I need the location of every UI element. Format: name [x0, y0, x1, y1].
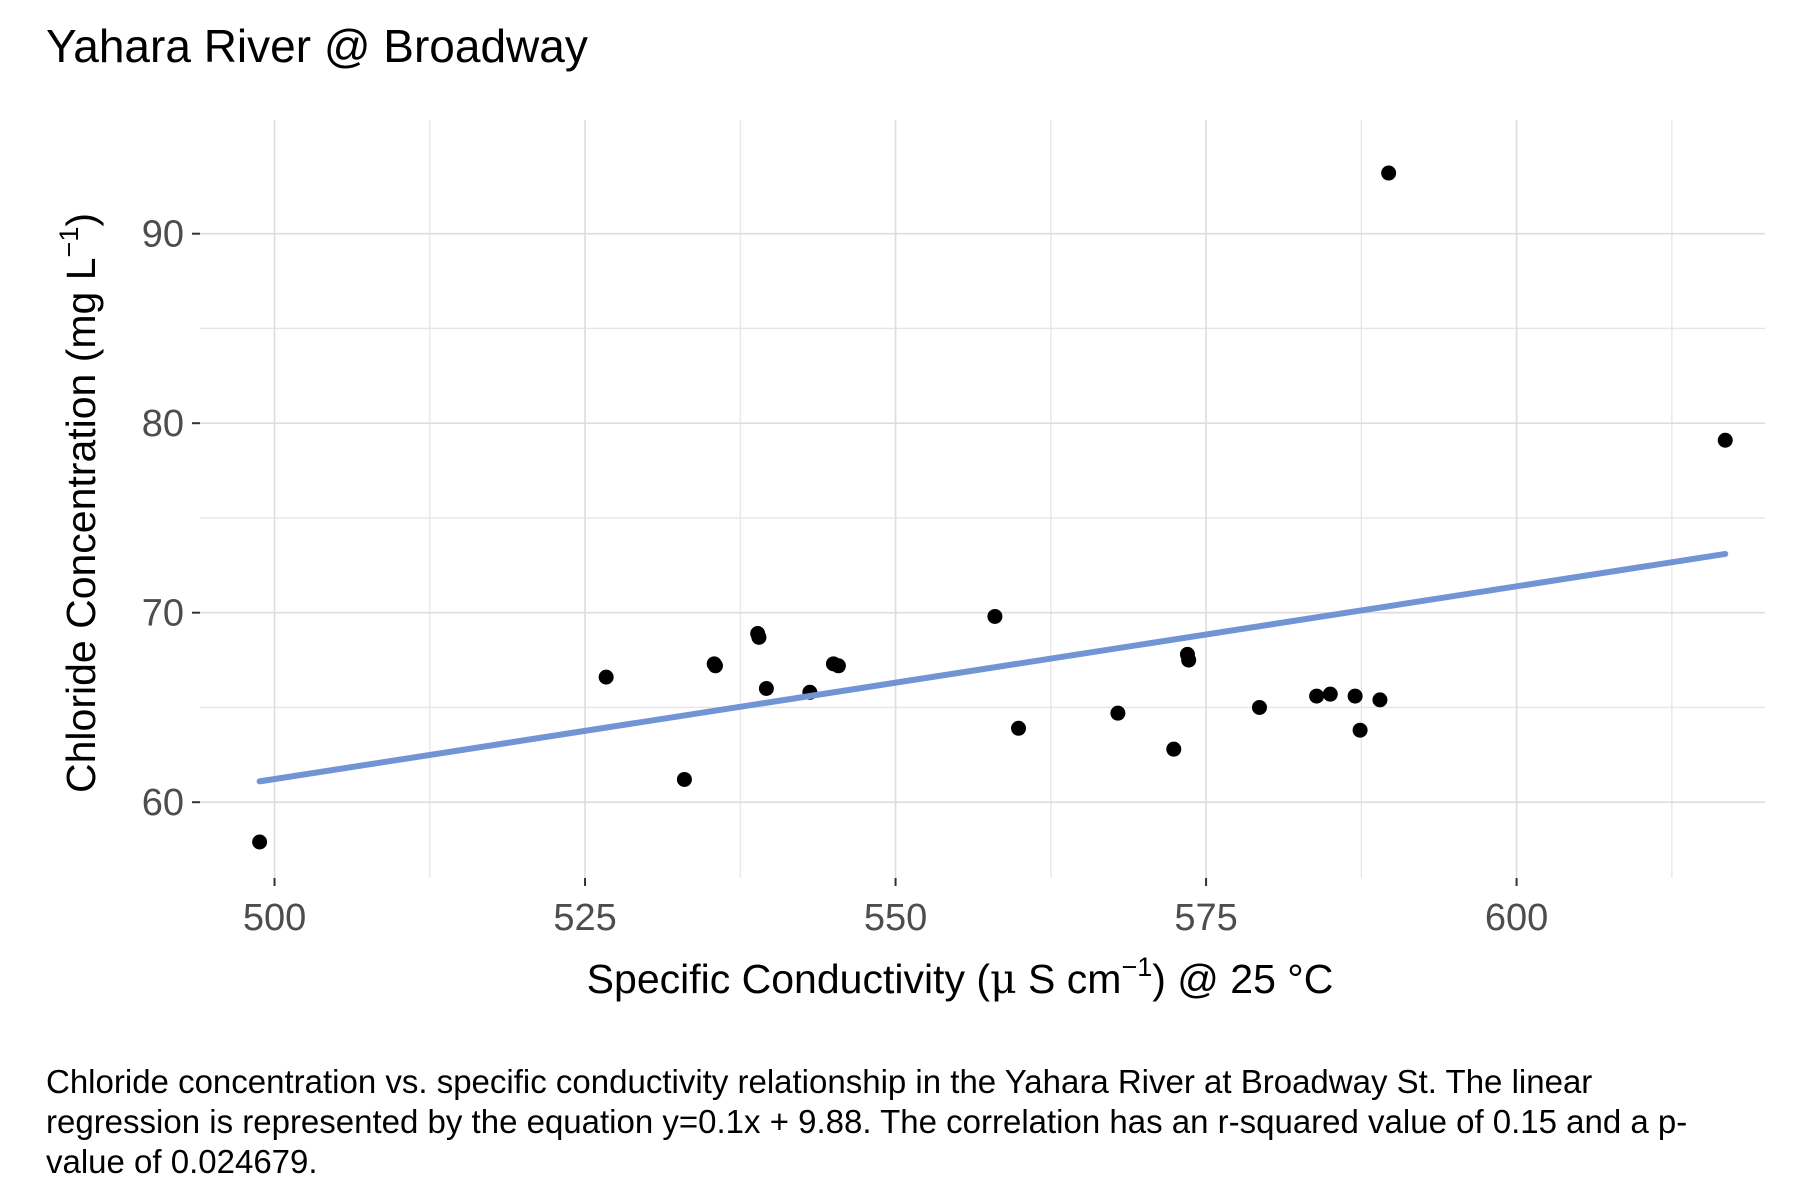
y-tick-label: 90 — [142, 214, 184, 256]
x-axis-title-exponent: −1 — [1121, 952, 1152, 982]
x-tick-labels: 500 525 550 575 600 — [243, 897, 1548, 939]
data-point — [1110, 705, 1126, 721]
data-point — [1309, 688, 1325, 704]
y-tick-label: 80 — [142, 403, 184, 445]
x-axis-title-suffix: ) @ 25 °C — [1152, 956, 1333, 1002]
data-point — [1347, 688, 1363, 704]
grid-lines — [200, 120, 1765, 878]
data-point — [252, 834, 268, 850]
y-axis-title-suffix: ) — [58, 213, 104, 227]
data-point — [1251, 699, 1267, 715]
y-axis-title-exponent: −1 — [54, 227, 84, 258]
x-axis-title-main: Specific Conductivity ( — [587, 956, 991, 1002]
data-point — [1181, 652, 1197, 668]
regression-line — [256, 550, 1729, 785]
y-axis-title-main: Chloride Concentration (mg L — [58, 257, 104, 793]
data-point — [758, 681, 774, 696]
data-point — [1166, 741, 1182, 757]
x-tick-label: 575 — [1174, 897, 1237, 939]
data-point — [830, 658, 846, 674]
y-axis-title: Chloride Concentration (mg L−1) — [54, 213, 104, 793]
data-point — [1717, 432, 1733, 448]
data-point — [987, 608, 1003, 624]
y-tick-label: 60 — [142, 782, 184, 824]
x-tick-label: 500 — [243, 897, 306, 939]
data-point — [676, 771, 692, 787]
figure-caption: Chloride concentration vs. specific cond… — [46, 1063, 1688, 1180]
x-tick-label: 525 — [553, 897, 616, 939]
x-axis-title: Specific Conductivity (μ S cm−1) @ 25 °C — [587, 952, 1334, 1003]
x-axis-title-unit: S cm — [1017, 956, 1122, 1002]
axis-ticks — [192, 232, 1518, 886]
data-point — [1322, 686, 1338, 702]
data-point — [707, 658, 723, 674]
x-axis-title-mu: μ — [990, 955, 1017, 1003]
x-tick-label: 600 — [1485, 897, 1548, 939]
y-tick-label: 70 — [142, 593, 184, 635]
y-tick-labels: 60 70 80 90 — [142, 214, 184, 825]
chart-title: Yahara River @ Broadway — [46, 20, 588, 72]
data-point — [1372, 692, 1388, 708]
x-tick-label: 550 — [864, 897, 927, 939]
data-point — [1381, 165, 1397, 181]
data-point — [1011, 720, 1027, 736]
data-point — [598, 669, 614, 685]
data-point — [1352, 722, 1368, 738]
data-point — [751, 629, 767, 645]
scatter-chart: Yahara River @ Broadway 500 525 550 575 600 … — [46, 20, 1765, 1003]
